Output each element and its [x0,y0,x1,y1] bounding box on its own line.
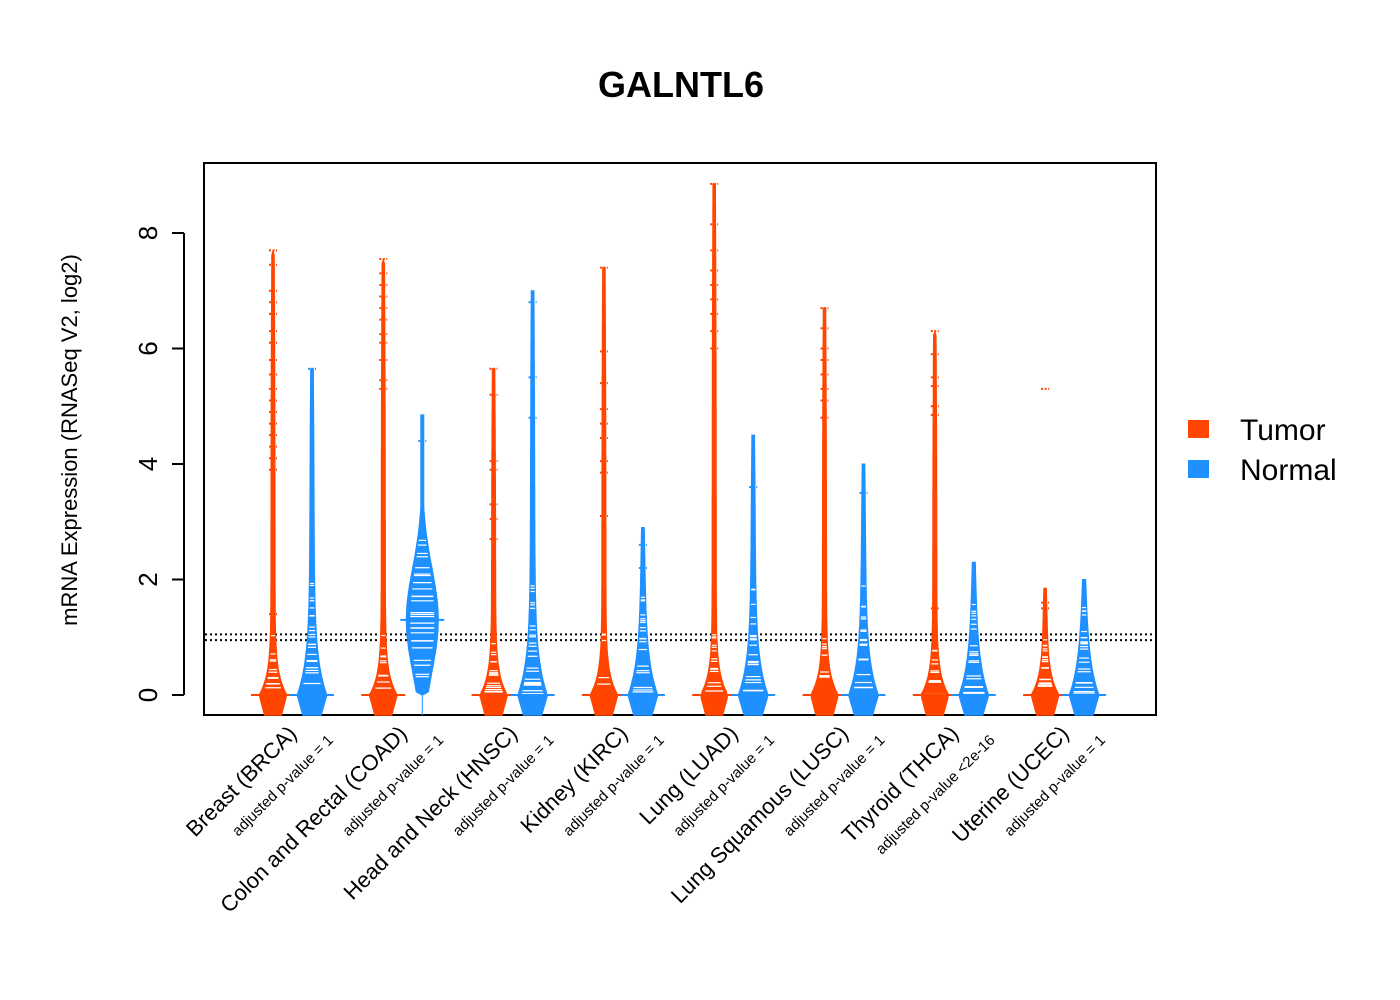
normal-violin [510,290,555,716]
tumor-violin-body [479,368,508,716]
chart-title: GALNTL6 [598,64,764,105]
tumor-violin [1023,387,1068,716]
tumor-violin-body [810,307,839,716]
normal-violin-body [296,368,328,716]
y-tick-label: 6 [133,341,163,355]
tumor-violin-body [1030,587,1060,716]
plot-frame [203,162,1157,716]
legend-swatch [1188,420,1209,438]
tumor-violin [802,307,847,716]
normal-violin [731,434,776,716]
y-tick-label: 2 [133,572,163,586]
y-tick-label: 0 [133,688,163,702]
normal-violin [290,367,334,716]
normal-violin [841,463,886,716]
y-tick-label: 8 [133,226,163,240]
y-axis: 0 2 4 6 8 [133,226,185,702]
tumor-violin-body [700,183,729,716]
legend-label: Normal [1240,454,1337,487]
tumor-violin [581,266,626,716]
legend-label: Tumor [1240,414,1326,447]
tumor-violin-body [920,329,949,716]
tumor-violin [692,182,737,716]
reference-lines [205,633,1155,642]
tumor-violin-body [589,267,619,716]
tumor-violin [361,257,406,716]
normal-violin-body [738,434,769,716]
tumor-violin-body [258,250,288,716]
normal-violin-body [1068,579,1100,716]
normal-violin [400,414,445,716]
normal-violin-body [517,290,548,716]
normal-violin [620,527,665,716]
normal-violin-body [405,414,439,716]
normal-violin [951,561,996,716]
tumor-violin [471,367,516,716]
tumor-violin-body [368,258,398,716]
tumor-violin [912,329,957,716]
normal-violin-body [958,561,990,716]
legend-swatch [1188,460,1209,478]
y-axis-label: mRNA Expression (RNASeq V2, log2) [57,254,82,626]
normal-violin-body [627,527,659,716]
tumor-violin [251,249,295,716]
legend: Tumor Normal [1188,414,1337,487]
normal-violin [1062,579,1107,716]
normal-violin-body [848,463,879,716]
violins [251,182,1107,716]
y-tick-label: 4 [133,457,163,471]
